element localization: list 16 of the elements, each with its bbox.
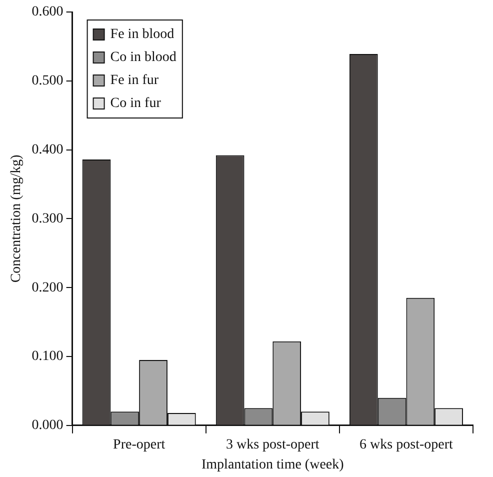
x-axis-title: Implantation time (week): [202, 457, 344, 472]
y-tick-label: 0.400: [32, 142, 64, 158]
y-axis-title: Concentration (mg/kg): [9, 154, 24, 283]
y-tick-label: 0.600: [32, 4, 64, 20]
x-tick-label: Pre-opert: [113, 437, 166, 452]
y-tick-label: 0.200: [32, 280, 64, 296]
legend-label: Fe in blood: [110, 27, 174, 42]
y-tick-label: 0.500: [32, 74, 64, 89]
legend-label: Co in blood: [110, 50, 176, 66]
legend-label: Fe in fur: [110, 73, 159, 88]
legend-label: Co in fur: [110, 96, 162, 112]
x-tick-label: 3 wks post-opert: [226, 437, 320, 452]
x-tick-label: 6 wks post-opert: [360, 437, 453, 452]
y-tick-label: 0.300: [32, 211, 64, 226]
y-tick-label: 0.000: [32, 418, 64, 434]
y-tick-label: 0.100: [32, 349, 64, 364]
